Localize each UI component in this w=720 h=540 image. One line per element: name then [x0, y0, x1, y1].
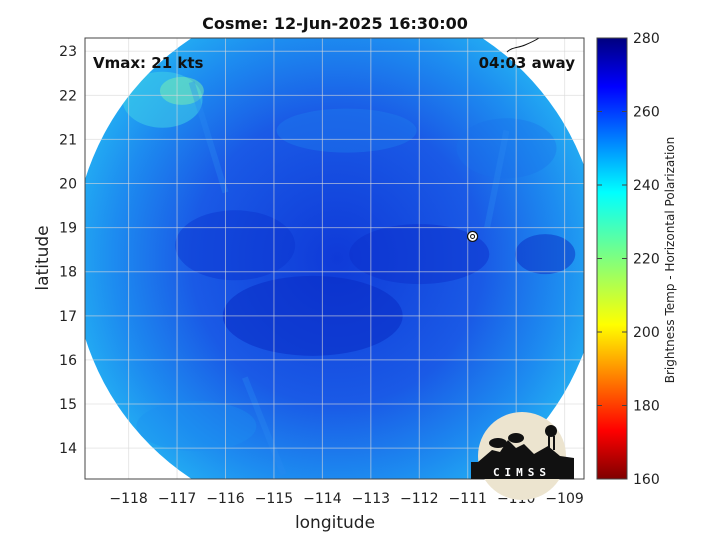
colorbar: 160 180 200 220 240 260 280 Brightness Temp - … [596, 31, 677, 488]
coastline [506, 37, 540, 53]
y-tick-label: 20 [59, 177, 77, 193]
colorbar-tick-label: 280 [633, 31, 660, 47]
y-tick-labels: 14 15 16 17 18 19 20 21 22 23 [59, 44, 77, 457]
colorbar-tick-label: 160 [633, 472, 660, 488]
swath-texture-patch [159, 76, 204, 105]
time-away-annotation: 04:03 away [479, 54, 576, 72]
brightness-temp-swath [85, 38, 584, 479]
x-tick-label: −114 [303, 491, 342, 507]
x-tick-label: −112 [400, 491, 438, 507]
colorbar-tick-label: 220 [633, 252, 660, 268]
y-tick-label: 17 [59, 309, 77, 325]
x-tick-labels: −118−117−116−115−114−113−112−111−110−109 [109, 491, 583, 507]
y-tick-label: 21 [59, 132, 77, 148]
y-tick-label: 16 [59, 353, 77, 369]
logo-dish-right [508, 433, 524, 443]
x-tick-label: −117 [158, 491, 196, 507]
colorbar-tick-label: 180 [633, 399, 660, 415]
logo-buildings [478, 440, 574, 463]
chart-title: Cosme: 12-Jun-2025 16:30:00 [202, 14, 468, 33]
x-tick-label: −116 [206, 491, 245, 507]
scan-seam [188, 81, 229, 194]
swath-texture-patch [276, 108, 417, 153]
storm-center-dot [470, 233, 476, 239]
x-tick-label: −118 [109, 491, 147, 507]
colorbar-tick-label: 240 [633, 178, 660, 194]
colorbar-tick-label: 200 [633, 325, 660, 341]
swath-texture-patch [175, 210, 296, 281]
logo-water-tower [545, 425, 557, 437]
x-tick-label: −113 [352, 491, 390, 507]
y-tick-label: 19 [59, 221, 77, 237]
storm-center-marker [466, 230, 479, 243]
y-tick-label: 22 [59, 88, 77, 104]
y-tick-label: 14 [59, 441, 77, 457]
plot-area: −118−117−116−115−114−113−112−111−110−109… [59, 37, 585, 507]
y-tick-label: 23 [59, 44, 77, 60]
vmax-annotation: Vmax: 21 kts [93, 54, 203, 72]
swath-texture [122, 71, 576, 476]
x-axis-label: longitude [295, 513, 375, 533]
storm-center-ring [466, 230, 479, 243]
x-tick-label: −115 [255, 491, 293, 507]
logo-text: CIMSS [493, 466, 551, 479]
y-tick-label: 18 [59, 265, 77, 281]
swath-texture-patch [136, 401, 257, 452]
colorbar-label: Brightness Temp - Horizontal Polarizatio… [663, 137, 677, 384]
swath-layer [85, 38, 584, 479]
grid-lines [85, 38, 584, 479]
logo-dish-left [489, 438, 507, 448]
colorbar-tick-label: 260 [633, 105, 660, 121]
x-tick-label: −111 [449, 491, 487, 507]
scan-seam [242, 376, 287, 476]
swath-texture-patch [515, 234, 576, 275]
y-tick-label: 15 [59, 397, 77, 413]
axes-frame [84, 37, 585, 480]
x-tick-label: −109 [545, 491, 583, 507]
swath-texture-patch [456, 118, 557, 179]
y-axis-label: latitude [33, 225, 53, 290]
scan-seam [484, 130, 510, 229]
colorbar-ticks: 160 180 200 220 240 260 280 [597, 31, 660, 488]
logo-base [471, 462, 574, 479]
cimss-logo: CIMSS [471, 412, 574, 500]
